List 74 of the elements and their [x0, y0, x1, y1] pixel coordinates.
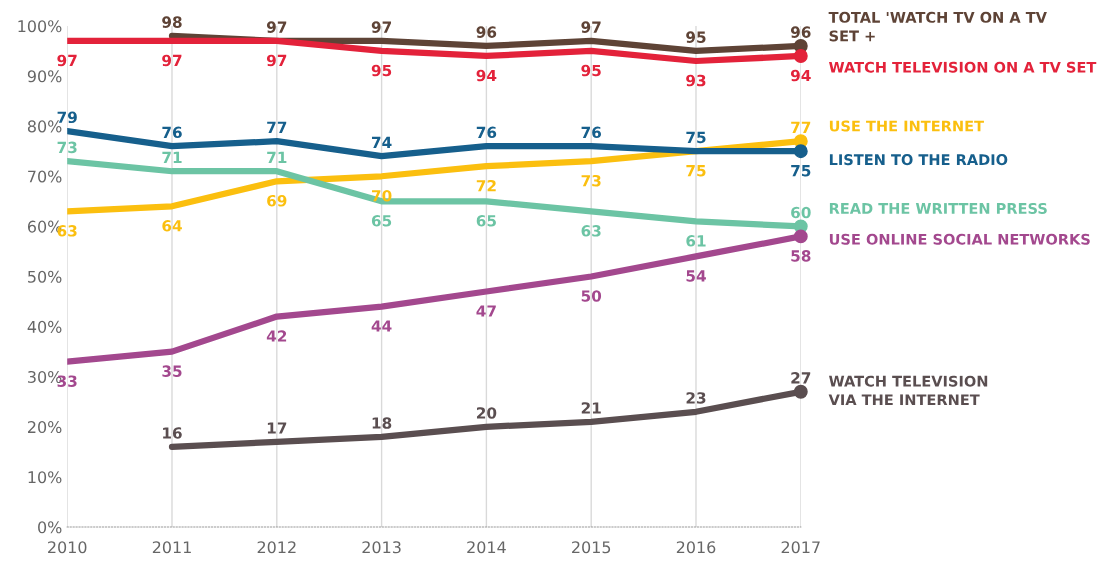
data-label: 61	[686, 235, 706, 247]
data-label: 64	[162, 220, 182, 232]
x-tick-label: 2017	[781, 541, 820, 554]
data-label: 27	[791, 372, 811, 384]
series-label: LISTEN TO THE RADIO	[829, 154, 1008, 166]
data-label: 54	[686, 270, 706, 282]
series-label: WATCH TELEVISION ON A TV SET	[829, 61, 1097, 73]
data-label: 21	[581, 402, 601, 414]
y-tick-label: 70%	[28, 170, 62, 183]
x-tick-label: 2010	[48, 541, 87, 554]
data-label: 97	[266, 54, 287, 67]
y-tick-label: 50%	[28, 270, 62, 283]
data-label: 35	[162, 365, 182, 377]
data-label: 17	[267, 422, 287, 434]
data-label: 75	[791, 165, 811, 177]
data-label: 95	[686, 31, 706, 43]
data-label: 69	[267, 194, 287, 207]
data-label: 18	[372, 417, 392, 429]
x-tick-label: 2015	[572, 541, 611, 554]
data-label: 95	[581, 64, 601, 77]
data-label: 97	[162, 54, 182, 67]
data-label: 75	[686, 131, 706, 144]
data-label: 63	[581, 225, 601, 237]
data-label: 47	[476, 305, 496, 317]
data-label: 71	[267, 151, 287, 163]
data-label: 97	[57, 54, 77, 67]
y-tick-label: 100%	[18, 20, 62, 33]
data-label: 77	[791, 121, 811, 133]
x-tick-label: 2014	[467, 541, 506, 554]
series-label: WATCH TELEVISION VIA THE INTERNET	[828, 375, 988, 406]
y-tick-label: 40%	[27, 320, 62, 333]
data-label: 76	[581, 126, 602, 139]
data-label: 77	[267, 121, 287, 133]
y-tick-label: 0%	[38, 521, 62, 534]
data-label: 73	[57, 141, 77, 154]
data-label: 96	[476, 26, 497, 38]
data-label: 93	[686, 74, 706, 87]
y-tick-label: 10%	[28, 471, 62, 484]
x-tick-label: 2012	[257, 541, 296, 554]
data-label: 65	[371, 215, 392, 227]
data-label: 42	[266, 330, 287, 342]
x-tick-label: 2011	[152, 541, 191, 554]
y-tick-label: 20%	[28, 421, 62, 434]
data-label: 96	[790, 26, 811, 38]
series-label: USE ONLINE SOCIAL NETWORKS	[829, 233, 1090, 245]
data-label: 98	[162, 16, 182, 28]
data-label: 97	[581, 21, 601, 33]
data-label: 97	[371, 21, 392, 33]
data-label: 65	[476, 215, 496, 227]
series-label: USE THE INTERNET	[829, 120, 984, 132]
data-label: 44	[371, 320, 392, 332]
data-label: 76	[476, 126, 497, 139]
data-label: 16	[163, 427, 182, 439]
data-label: 23	[686, 392, 706, 404]
data-label: 97	[266, 21, 287, 33]
x-tick-label: 2016	[676, 541, 716, 554]
data-label: 94	[790, 69, 811, 82]
data-label: 50	[581, 290, 602, 302]
data-label: 71	[162, 151, 182, 163]
data-label: 72	[476, 179, 496, 192]
data-label: 73	[581, 174, 601, 187]
data-label: 74	[371, 136, 392, 148]
series-label: TOTAL 'WATCH TV ON A TV SET +	[828, 11, 1047, 42]
x-tick-label: 2013	[362, 541, 401, 554]
y-tick-label: 90%	[27, 70, 62, 83]
data-label: 76	[162, 126, 182, 139]
data-label: 58	[791, 250, 811, 262]
series-label: READ THE WRITTEN PRESS	[829, 202, 1047, 214]
data-label: 20	[476, 407, 497, 419]
data-label: 60	[791, 206, 811, 219]
data-label: 94	[476, 69, 497, 82]
data-label: 75	[686, 165, 706, 177]
data-label: 95	[371, 64, 392, 77]
data-label: 70	[371, 189, 392, 202]
